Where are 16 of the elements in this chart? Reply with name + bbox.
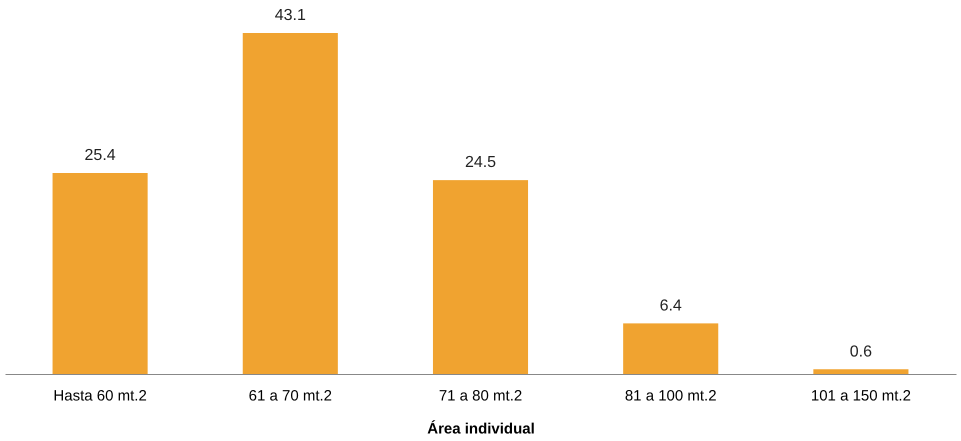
x-axis-title: Área individual	[427, 420, 535, 438]
bar	[242, 33, 338, 374]
data-label: 0.6	[850, 343, 872, 360]
x-tick-label: 71 a 80 mt.2	[438, 388, 522, 404]
x-tick-label: 61 a 70 mt.2	[248, 388, 332, 404]
bar	[813, 369, 908, 374]
data-label: 43.1	[274, 7, 306, 24]
bar	[52, 173, 148, 374]
bar	[432, 180, 528, 374]
data-label: 24.5	[464, 154, 496, 172]
x-tick-label: 81 a 100 mt.2	[624, 388, 717, 404]
x-tick-label: 101 a 150 mt.2	[810, 388, 911, 404]
data-label: 25.4	[84, 147, 116, 164]
x-tick-label: Hasta 60 mt.2	[53, 388, 147, 404]
data-label: 6.4	[660, 297, 682, 314]
bar	[623, 323, 718, 374]
